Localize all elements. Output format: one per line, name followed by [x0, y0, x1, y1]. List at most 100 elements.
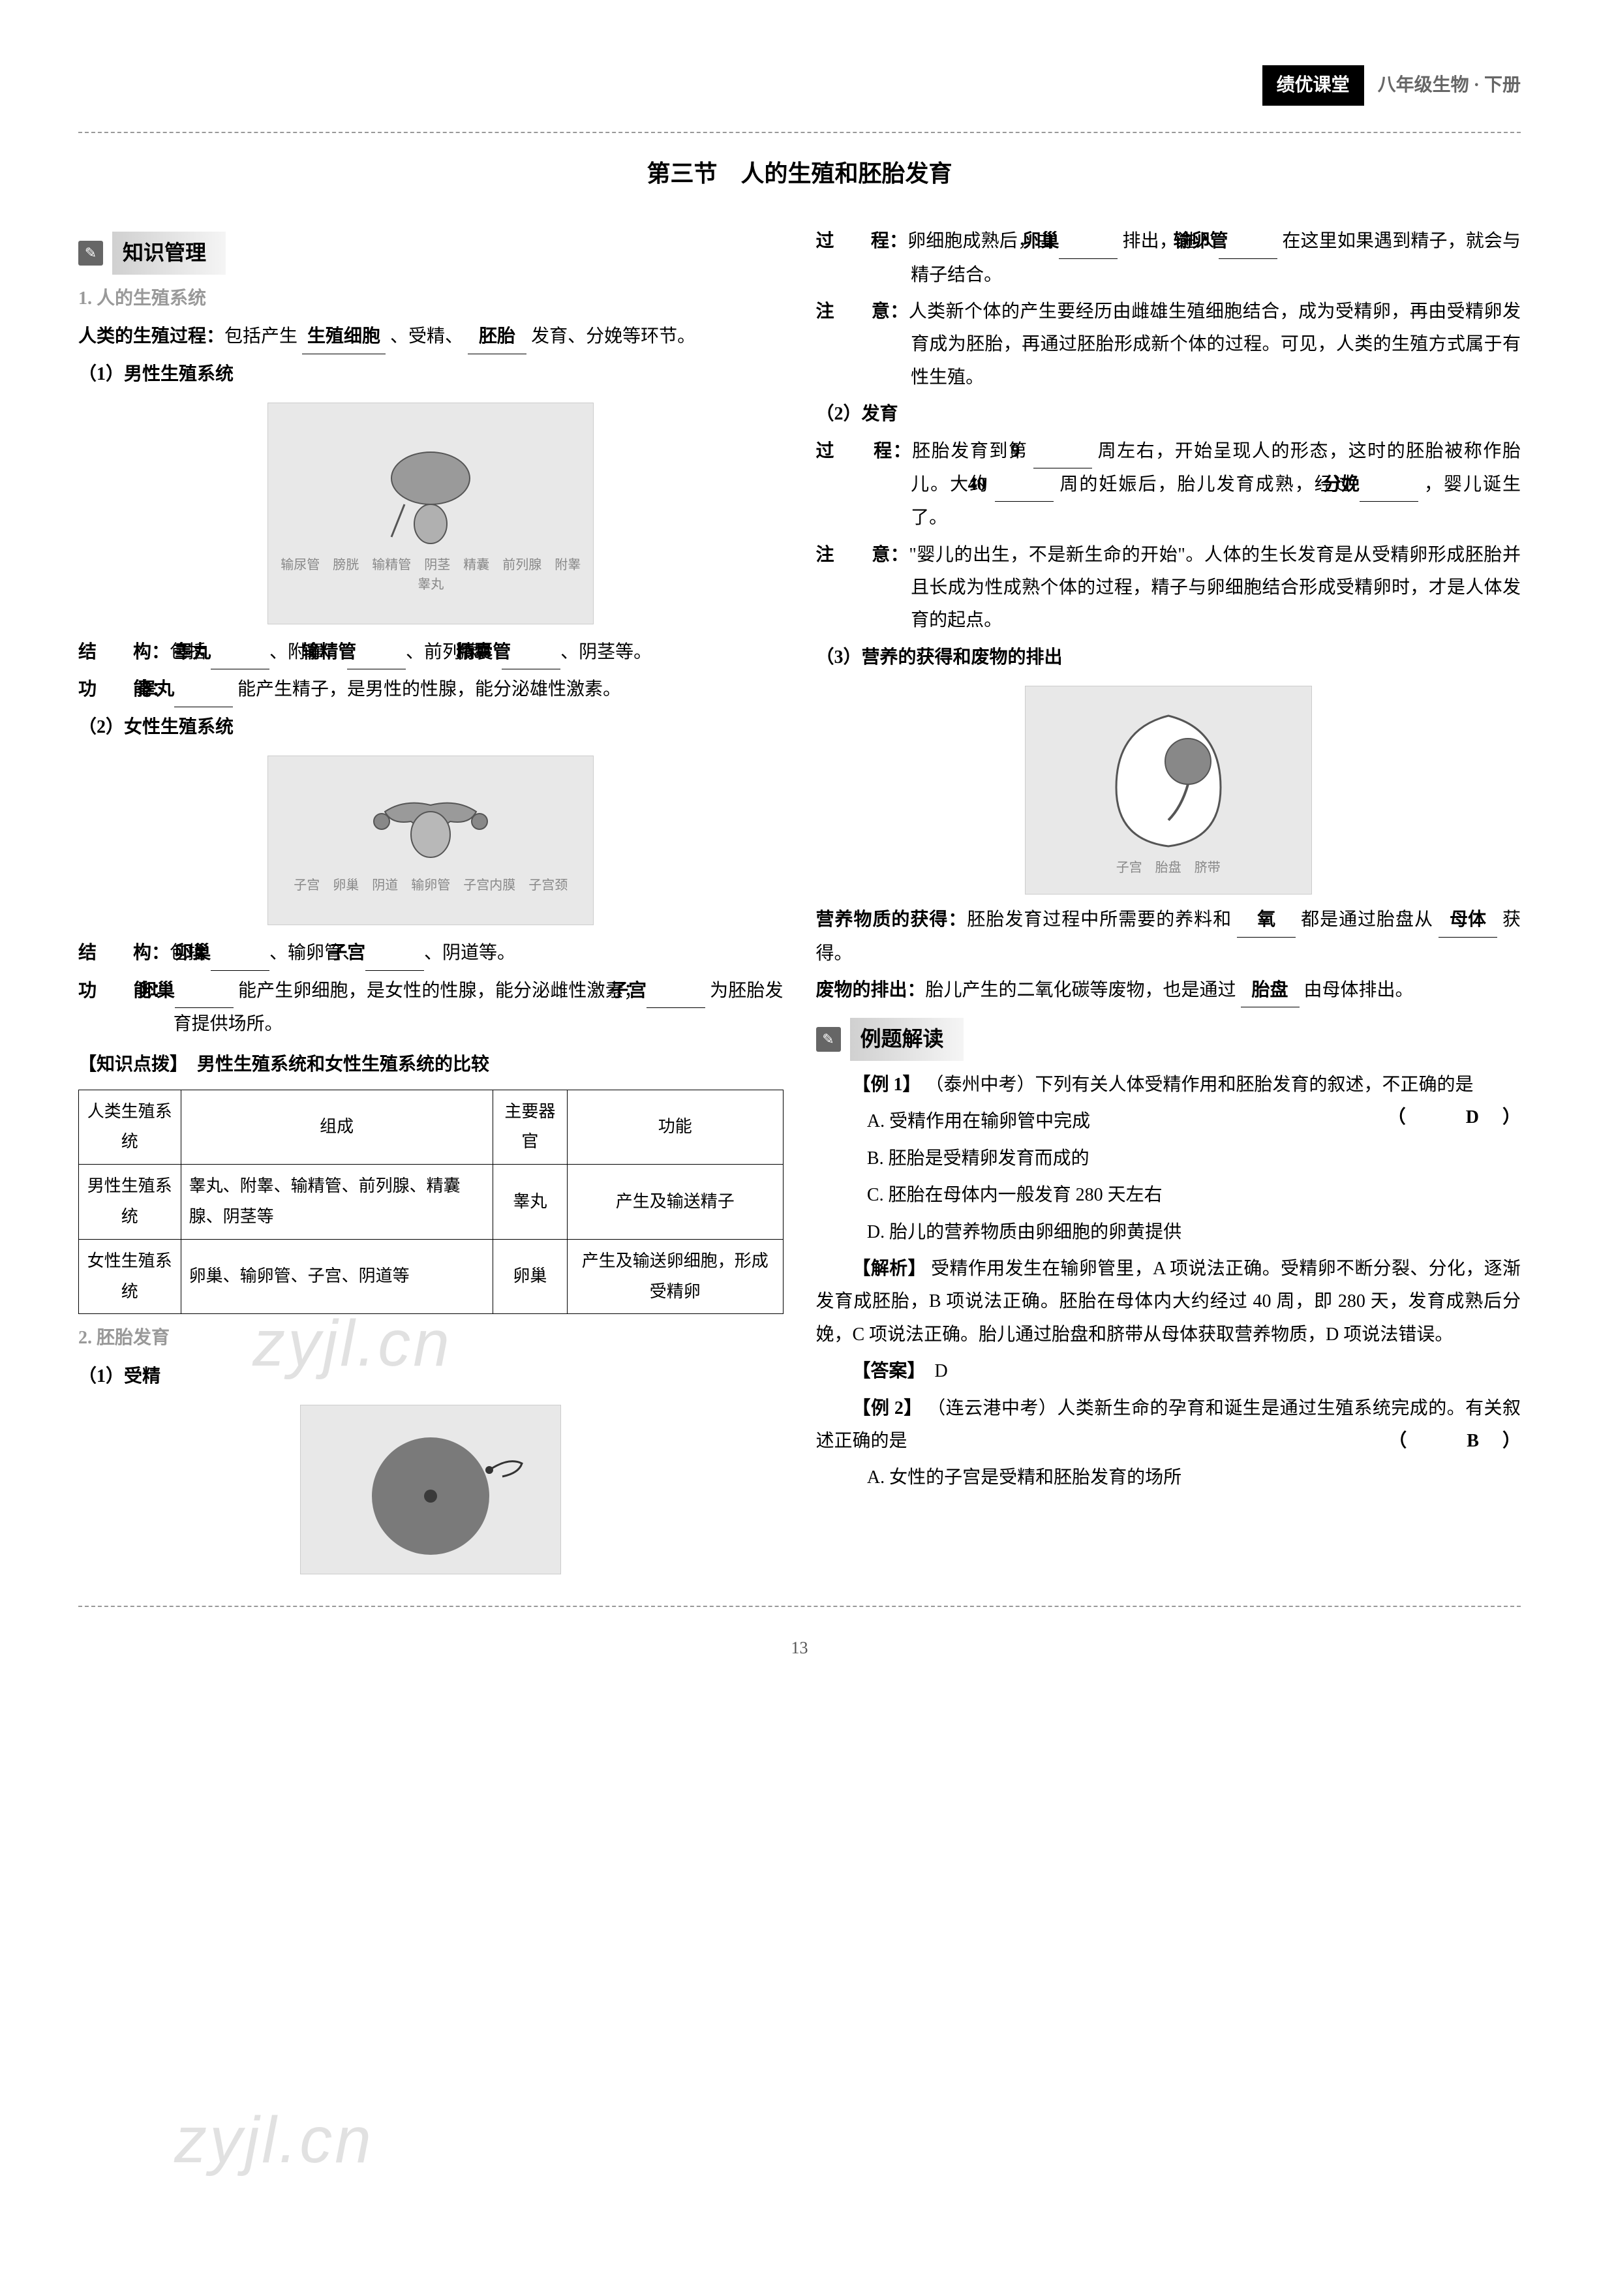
- waste-para: 废物的排出：胎儿产生的二氧化碳等废物，也是通过 胎盘 由母体排出。: [816, 974, 1521, 1007]
- d-b1: 9: [1033, 435, 1092, 468]
- ex2-opt-a: A. 女性的子宫是受精和胚胎发育的场所: [816, 1462, 1521, 1494]
- table-row: 女性生殖系统 卵巢、输卵管、子宫、阴道等 卵巢 产生及输送卵细胞，形成受精卵: [79, 1239, 784, 1314]
- intro-paragraph: 人类的生殖过程：包括产生 生殖细胞 、受精、 胚胎 发育、分娩等环节。: [78, 320, 784, 354]
- ms-b1: 睾丸: [211, 636, 269, 669]
- ex2-ans: B: [1425, 1425, 1484, 1458]
- page-number: 13: [78, 1633, 1521, 1664]
- ex1-question: 【例 1】 （泰州中考）下列有关人体受精作用和胚胎发育的叙述，不正确的是 （ D…: [816, 1069, 1521, 1101]
- ex1-answer-paren: （ D ）: [1351, 1101, 1521, 1134]
- dev-process: 过 程：胚胎发育到第 9 周左右，开始呈现人的形态，这时的胚胎被称作胎儿。大约 …: [816, 435, 1521, 535]
- ex1-opt-c: C. 胚胎在母体内一般发育 280 天左右: [816, 1179, 1521, 1212]
- ex1-analysis: 【解析】 受精作用发生在输卵管里，A 项说法正确。受精卵不断分裂、分化，逐渐发育…: [816, 1253, 1521, 1351]
- td-10: 女性生殖系统: [79, 1239, 181, 1314]
- female-heading: （2）女性生殖系统: [78, 711, 784, 744]
- intro-text-2: 、受精、: [390, 326, 463, 346]
- n-b2: 母体: [1439, 904, 1497, 937]
- note-label-2: 注 意：: [816, 545, 909, 565]
- watermark-2: zyjl.cn: [174, 2081, 374, 2199]
- subhead-2: 2. 胚胎发育: [78, 1322, 784, 1355]
- examples-label: 例题解读: [850, 1018, 964, 1061]
- subhead-1: 1. 人的生殖系统: [78, 283, 784, 315]
- ff-c1: 能产生卵细胞，是女性的性腺，能分泌雌性激素；: [238, 981, 642, 1001]
- ex1-opt-d: D. 胎儿的营养物质由卵细胞的卵黄提供: [816, 1216, 1521, 1249]
- td-11: 卵巢、输卵管、子宫、阴道等: [181, 1239, 493, 1314]
- ex2-src: （连云港中考）: [927, 1398, 1057, 1418]
- process-para: 过 程：卵细胞成熟后，由 卵巢 排出，进入 输卵管 在这里如果遇到精子，就会与精…: [816, 225, 1521, 292]
- n-a: 胚胎发育过程中所需要的养料和: [967, 910, 1232, 930]
- uterus-labels: 子宫 胎盘 脐带: [1116, 858, 1221, 878]
- knowledge-tip: 【知识点拨】 男性生殖系统和女性生殖系统的比较: [78, 1049, 784, 1081]
- note2-text: "婴儿的出生，不是新生命的开始"。人体的生长发育是从受精卵形成胚胎并且长成为性成…: [909, 545, 1521, 631]
- ex1-tag: 【例 1】: [853, 1075, 921, 1095]
- intro-label: 人类的生殖过程：: [78, 326, 224, 346]
- ex2-question: 【例 2】 （连云港中考）人类新生命的孕育和诞生是通过生殖系统完成的。有关叙述正…: [816, 1392, 1521, 1458]
- th-2: 主要器官: [493, 1090, 567, 1165]
- lesson-title: 第三节 人的生殖和胚胎发育: [78, 153, 1521, 195]
- intro-text-1: 包括产生: [224, 326, 297, 346]
- nutrition-heading: （3）营养的获得和废物的排出: [816, 641, 1521, 674]
- w-b1: 胎盘: [1241, 974, 1300, 1007]
- td-13: 产生及输送卵细胞，形成受精卵: [568, 1239, 783, 1314]
- ms-b3: 精囊管: [502, 636, 560, 669]
- blank-2: 胚胎: [468, 320, 526, 354]
- female-diagram: 子宫 卵巢 阴道 输卵管 子宫内膜 子宫颈: [267, 756, 594, 925]
- compare-table: 人类生殖系统 组成 主要器官 功能 男性生殖系统 睾丸、附睾、输精管、前列腺、精…: [78, 1090, 784, 1315]
- n-c1: 都是通过胎盘从: [1301, 910, 1433, 930]
- mf-b1: 睾丸: [174, 673, 233, 707]
- ex1-ans: D: [1424, 1101, 1484, 1134]
- ff-b1: 卵巢: [175, 975, 234, 1008]
- female-anatomy-svg: [352, 786, 509, 870]
- ex2-tag: 【例 2】: [853, 1398, 922, 1418]
- pencil-icon: ✎: [78, 241, 103, 266]
- female-func: 功 能： 卵巢 能产生卵细胞，是女性的性腺，能分泌雌性激素； 子宫 为胚胎发育提…: [78, 975, 784, 1041]
- uterus-diagram: 子宫 胎盘 脐带: [1025, 686, 1312, 895]
- table-row: 男性生殖系统 睾丸、附睾、输精管、前列腺、精囊腺、阴茎等 睾丸 产生及输送精子: [79, 1165, 784, 1240]
- blank-1: 生殖细胞: [302, 320, 386, 354]
- note1-para: 注 意：人类新个体的产生要经历由雌雄生殖细胞结合，成为受精卵，再由受精卵发育成为…: [816, 296, 1521, 394]
- examples-header: ✎ 例题解读: [816, 1018, 1521, 1061]
- male-heading: （1）男性生殖系统: [78, 358, 784, 391]
- knowledge-label: 知识管理: [112, 232, 226, 275]
- header-grade: 八年级生物 · 下册: [1378, 69, 1521, 102]
- ex1-answer-tag: 【答案】: [853, 1361, 917, 1381]
- intro-text-3: 发育、分娩等环节。: [531, 326, 695, 346]
- ms-c3: 、阴茎等。: [560, 642, 652, 662]
- process-label-2: 过 程：: [816, 441, 913, 461]
- left-column: ✎ 知识管理 1. 人的生殖系统 人类的生殖过程：包括产生 生殖细胞 、受精、 …: [78, 221, 784, 1586]
- td-00: 男性生殖系统: [79, 1165, 181, 1240]
- ex1-src: （泰州中考）: [926, 1075, 1035, 1095]
- ms-b2: 输精管: [347, 636, 406, 669]
- two-column-layout: ✎ 知识管理 1. 人的生殖系统 人类的生殖过程：包括产生 生殖细胞 、受精、 …: [78, 221, 1521, 1586]
- nutrition-get: 营养物质的获得：胚胎发育过程中所需要的养料和 氧 都是通过胎盘从 母体 获得。: [816, 904, 1521, 970]
- p-b2: 输卵管: [1219, 225, 1277, 258]
- male-anatomy-svg: [365, 433, 496, 550]
- table-header-row: 人类生殖系统 组成 主要器官 功能: [79, 1090, 784, 1165]
- nutr-get-label: 营养物质的获得：: [816, 910, 967, 930]
- right-column: 过 程：卵细胞成熟后，由 卵巢 排出，进入 输卵管 在这里如果遇到精子，就会与精…: [816, 221, 1521, 1586]
- mf-c: 能产生精子，是男性的性腺，能分泌雄性激素。: [237, 679, 621, 699]
- fs-c2: 、阴道等。: [424, 943, 515, 963]
- male-struct: 结 构：包括 睾丸、附睾、 输精管、前列腺、 精囊管、阴茎等。: [78, 636, 784, 669]
- th-3: 功能: [568, 1090, 783, 1165]
- knowledge-header: ✎ 知识管理: [78, 232, 784, 275]
- d-c2: 周的妊娠后，胎儿发育成熟，经过: [1059, 474, 1353, 495]
- female-diagram-labels: 子宫 卵巢 阴道 输卵管 子宫内膜 子宫颈: [294, 876, 568, 895]
- note1-text: 人类新个体的产生要经历由雌雄生殖细胞结合，成为受精卵，再由受精卵发育成为胚胎，再…: [909, 301, 1521, 388]
- fert-svg: [326, 1418, 535, 1561]
- w-a: 胎儿产生的二氧化碳等废物，也是通过: [926, 980, 1236, 1000]
- note2-para: 注 意："婴儿的出生，不是新生命的开始"。人体的生长发育是从受精卵形成胚胎并且长…: [816, 539, 1521, 637]
- female-struct: 结 构：包括 卵巢、输卵管、 子宫、阴道等。: [78, 937, 784, 970]
- n-b1: 氧: [1237, 904, 1296, 937]
- w-c: 由母体排出。: [1304, 980, 1414, 1000]
- struct-label-f: 结 构：: [78, 943, 170, 963]
- ex1-q: 下列有关人体受精作用和胚胎发育的叙述，不正确的是: [1035, 1075, 1474, 1095]
- ff-b2: 子宫: [647, 975, 705, 1008]
- ex2-answer-paren: （ B ）: [1352, 1425, 1521, 1458]
- dev-heading: （2）发育: [816, 398, 1521, 431]
- fertilization-diagram: [300, 1405, 561, 1574]
- footer-divider: [78, 1606, 1521, 1607]
- pencil-icon: ✎: [816, 1027, 841, 1052]
- ex1-answer-line: 【答案】 D: [816, 1355, 1521, 1388]
- td-03: 产生及输送精子: [568, 1165, 783, 1240]
- note-label-1: 注 意：: [816, 301, 909, 322]
